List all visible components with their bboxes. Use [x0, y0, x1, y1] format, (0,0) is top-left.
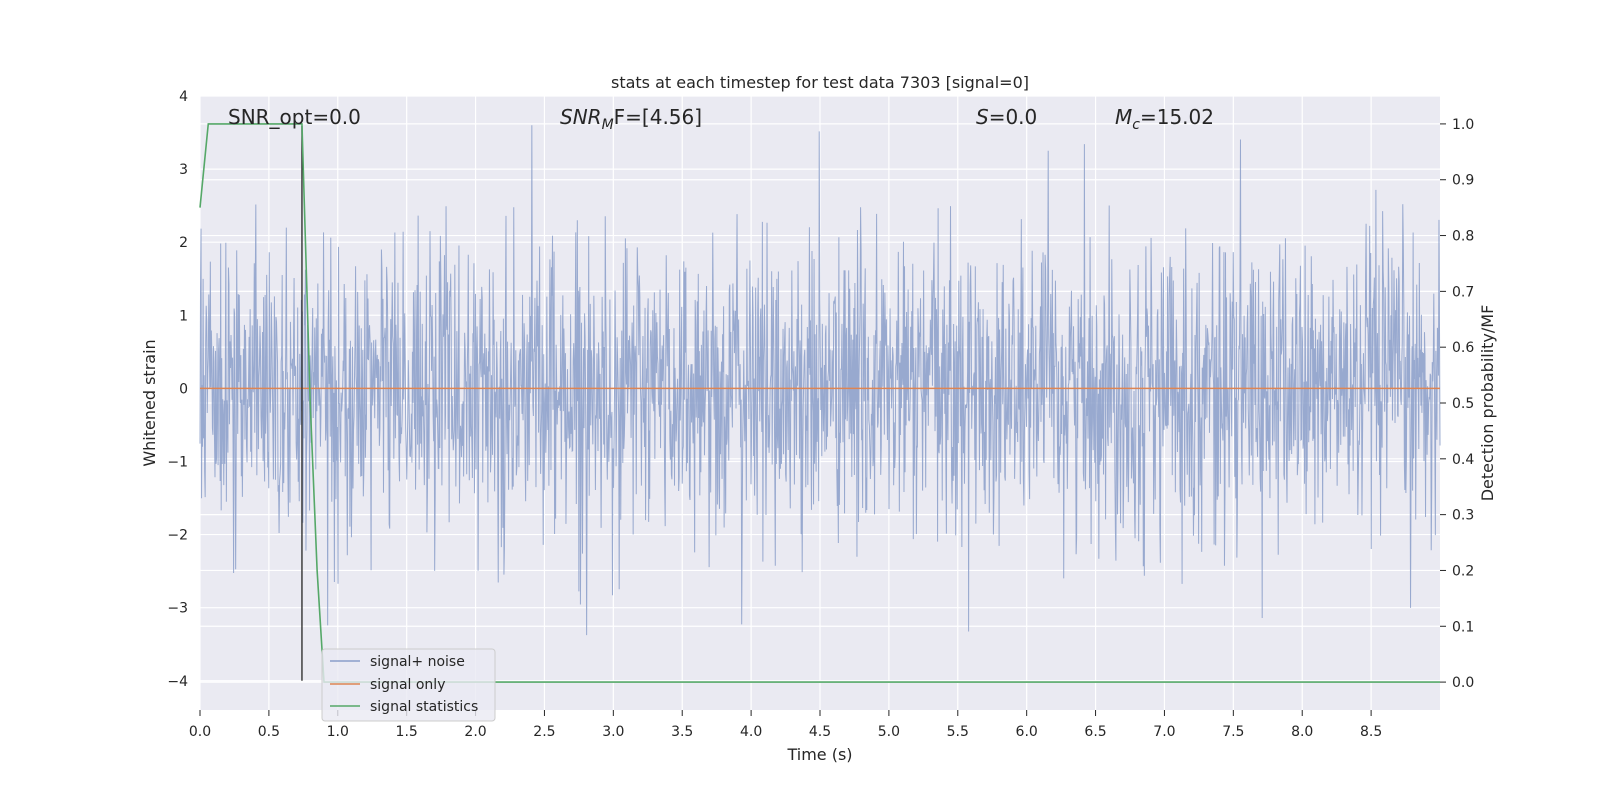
- y2-tick-label: 0.8: [1452, 229, 1474, 245]
- x-axis-label: Time (s): [786, 745, 852, 764]
- y2-axis-label: Detection probability/MF: [1478, 305, 1497, 502]
- annotation: SNRMF=[4.56]: [560, 105, 702, 133]
- annotation: SNR_opt=0.0: [228, 105, 361, 129]
- ticks: 0.0 0.5 1.0 1.5 2.0 2.5 3.0 3.5 4.0 4.5 5.0 5.5 6.0 6…: [167, 89, 1474, 740]
- legend: signal+ noise signal only signal statist…: [321, 648, 496, 722]
- annotation: Mc=15.02: [1115, 105, 1214, 133]
- legend-label-signal: signal only: [370, 677, 445, 693]
- legend-box: [321, 648, 496, 722]
- y2-tick-label: 0.6: [1452, 340, 1474, 356]
- y2-tick-label: 0.4: [1452, 452, 1474, 468]
- x-tick-label: 0.0: [189, 724, 211, 740]
- y2-tick-label: 0.0: [1452, 675, 1474, 691]
- y-tick-label: −2: [167, 528, 188, 544]
- chart-title: stats at each timestep for test data 730…: [611, 73, 1029, 92]
- y-axis-label: Whitened strain: [140, 339, 159, 466]
- y-tick-label: −3: [167, 601, 188, 617]
- y-tick-label: 0: [179, 381, 188, 397]
- y-tick-label: −1: [167, 454, 188, 470]
- y2-tick-label: 0.2: [1452, 563, 1474, 579]
- x-tick-label: 5.5: [947, 724, 969, 740]
- x-tick-label: 1.0: [327, 724, 349, 740]
- y2-tick-label: 0.7: [1452, 284, 1474, 300]
- x-tick-label: 4.5: [809, 724, 831, 740]
- y2-tick-label: 0.3: [1452, 508, 1474, 524]
- x-tick-label: 5.0: [878, 724, 900, 740]
- x-tick-label: 0.5: [258, 724, 280, 740]
- x-tick-label: 1.5: [396, 724, 418, 740]
- y2-tick-label: 0.9: [1452, 173, 1474, 189]
- x-tick-label: 6.0: [1016, 724, 1038, 740]
- y-tick-label: 1: [179, 308, 188, 324]
- legend-label-noise: signal+ noise: [370, 654, 465, 670]
- y2-tick-label: 0.1: [1452, 619, 1474, 635]
- annotation: S=0.0: [976, 105, 1037, 129]
- legend-label-stats: signal statistics: [370, 699, 478, 715]
- x-tick-label: 7.0: [1153, 724, 1175, 740]
- x-tick-label: 3.0: [602, 724, 624, 740]
- x-tick-label: 2.0: [464, 724, 486, 740]
- x-tick-label: 2.5: [533, 724, 555, 740]
- signal-noise-series: [199, 125, 1441, 636]
- x-tick-label: 8.5: [1360, 724, 1382, 740]
- x-tick-label: 3.5: [671, 724, 693, 740]
- y-tick-label: 2: [179, 235, 188, 251]
- y-tick-label: 3: [179, 162, 188, 178]
- x-tick-label: 6.5: [1084, 724, 1106, 740]
- x-tick-label: 8.0: [1291, 724, 1313, 740]
- y2-tick-label: 0.5: [1452, 396, 1474, 412]
- y-tick-label: −4: [167, 674, 188, 690]
- annotations: SNR_opt=0.0 SNRMF=[4.56] S=0.0 Mc=15.02: [228, 105, 1214, 133]
- y2-tick-label: 1.0: [1452, 117, 1474, 133]
- signal-noise-line: [199, 125, 1441, 636]
- x-tick-label: 4.0: [740, 724, 762, 740]
- y-tick-label: 4: [179, 89, 188, 105]
- x-tick-label: 7.5: [1222, 724, 1244, 740]
